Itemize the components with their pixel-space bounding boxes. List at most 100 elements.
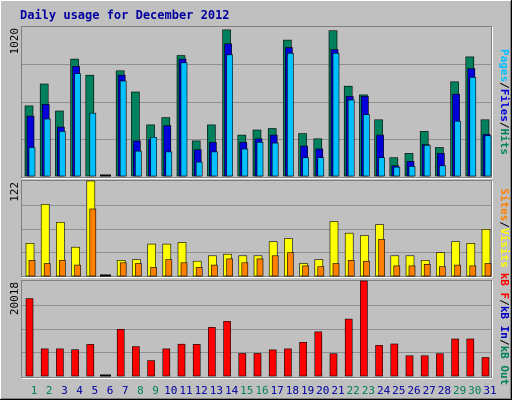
pages-bar-day-8 <box>135 150 142 177</box>
sites-bar-day-14 <box>226 258 233 277</box>
pages-bar-day-27 <box>423 145 431 177</box>
kb-f-bar-day-13 <box>208 327 216 377</box>
pages-bar-day-18 <box>287 52 294 177</box>
day-label-22: 22 <box>347 384 360 397</box>
hits-panel-legend: Pages/Files/Hits <box>498 49 511 155</box>
sites-bar-day-27 <box>423 263 431 277</box>
kbytes-panel-ymax-label: 20018 <box>8 282 21 315</box>
kb-f-bar-day-16 <box>253 353 262 377</box>
kb-f-bar-day-5 <box>86 344 95 377</box>
kb-f-bar-day-31 <box>481 357 490 377</box>
pages-bar-day-21 <box>332 52 340 177</box>
day-label-8: 8 <box>137 384 144 397</box>
kb-f-bar-day-4 <box>71 349 79 377</box>
day-label-7: 7 <box>122 384 129 397</box>
day-label-29: 29 <box>453 384 466 397</box>
pages-bar-day-11 <box>180 62 188 177</box>
pages-bar-day-16 <box>256 142 264 177</box>
kb-f-bar-day-1 <box>25 298 34 377</box>
sites-bar-day-23 <box>363 260 370 277</box>
day-label-9: 9 <box>152 384 159 397</box>
pages-bar-day-29 <box>454 120 461 177</box>
day-label-26: 26 <box>407 384 420 397</box>
day-label-21: 21 <box>331 384 344 397</box>
panel-visits-gridlines <box>22 205 491 253</box>
kb-f-bar-day-24 <box>375 345 383 377</box>
visits-panel-ymax-label: 122 <box>8 182 21 202</box>
sites-bar-day-20 <box>317 266 325 277</box>
panel-hits-bars <box>24 29 492 177</box>
sites-bar-day-12 <box>195 267 203 277</box>
sites-bar-day-7 <box>119 262 127 277</box>
pages-bar-day-31 <box>484 135 492 177</box>
kb-f-bar-day-11 <box>177 343 186 377</box>
panel-visits-frame <box>21 180 492 277</box>
panel-hits-files-pages: 1020 Pages/Files/Hits <box>8 26 511 179</box>
kb-f-bar-day-17 <box>268 349 277 377</box>
day-label-19: 19 <box>301 384 314 397</box>
sites-bar-day-3 <box>59 260 66 277</box>
pages-bar-day-20 <box>317 157 325 177</box>
day-label-18: 18 <box>286 384 299 397</box>
sites-bar-day-8 <box>135 263 142 277</box>
legend-kb-f: kB F <box>498 273 511 300</box>
kb-f-bar-day-12 <box>192 344 201 377</box>
pages-bar-day-9 <box>150 137 157 177</box>
panel-visits-bars <box>25 180 492 277</box>
legend-sites: Sites <box>498 188 511 221</box>
sites-bar-day-19 <box>302 265 309 277</box>
day-label-16: 16 <box>255 384 268 397</box>
pages-bar-day-24 <box>378 157 385 177</box>
kb-f-bar-day-3 <box>56 348 64 377</box>
legend-visits: Visits <box>498 228 511 268</box>
day-label-1: 1 <box>31 384 38 397</box>
kb-f-bar-day-20 <box>314 331 323 377</box>
day-label-3: 3 <box>61 384 68 397</box>
kb-f-bar-day-28 <box>436 353 444 377</box>
pages-bar-day-7 <box>119 80 127 177</box>
legend-pages: Pages <box>498 49 511 82</box>
pages-bar-day-14 <box>226 54 233 177</box>
panel-hits-frame <box>21 26 492 178</box>
kb-f-bar-day-7 <box>116 328 125 377</box>
pages-bar-day-3 <box>59 131 66 177</box>
kb-f-bar-day-10 <box>162 348 171 377</box>
sites-bar-day-11 <box>180 262 188 277</box>
pages-bar-day-23 <box>363 114 370 177</box>
day-label-23: 23 <box>362 384 375 397</box>
pages-bar-day-12 <box>195 161 203 177</box>
kb-f-bar-day-2 <box>40 348 49 377</box>
sites-bar-day-5 <box>89 208 97 277</box>
legend-slash-3: / <box>498 221 511 228</box>
pages-bar-day-15 <box>241 148 249 177</box>
day-label-6: 6 <box>107 384 114 397</box>
pages-bar-day-30 <box>469 77 477 177</box>
kb-f-bar-day-9 <box>147 360 155 377</box>
visits-panel-legend: Sites/Visits <box>498 188 511 268</box>
kb-f-bar-day-19 <box>299 341 307 377</box>
day-label-10: 10 <box>164 384 177 397</box>
day-label-20: 20 <box>316 384 329 397</box>
sites-bar-day-24 <box>378 239 385 277</box>
kb-f-bar-day-18 <box>284 348 292 377</box>
kb-f-bar-day-25 <box>390 343 399 377</box>
sites-bar-day-2 <box>43 263 51 277</box>
legend-slash-1: / <box>498 82 511 89</box>
pages-bar-day-22 <box>347 99 355 177</box>
kb-f-bar-day-23 <box>360 280 368 377</box>
kb-f-bar-day-30 <box>466 338 475 377</box>
sites-bar-day-13 <box>211 264 218 277</box>
panel-kbytes-bars <box>25 280 490 377</box>
pages-bar-day-2 <box>43 118 51 177</box>
legend-slash-5: / <box>498 339 511 346</box>
kb-f-bar-day-15 <box>238 353 247 377</box>
kb-f-bar-day-29 <box>451 338 459 377</box>
sites-bar-day-21 <box>332 263 340 277</box>
kb-f-bar-day-27 <box>420 355 429 377</box>
day-label-15: 15 <box>240 384 253 397</box>
day-label-2: 2 <box>46 384 53 397</box>
sites-bar-day-26 <box>408 265 416 277</box>
pages-bar-day-17 <box>271 142 279 177</box>
